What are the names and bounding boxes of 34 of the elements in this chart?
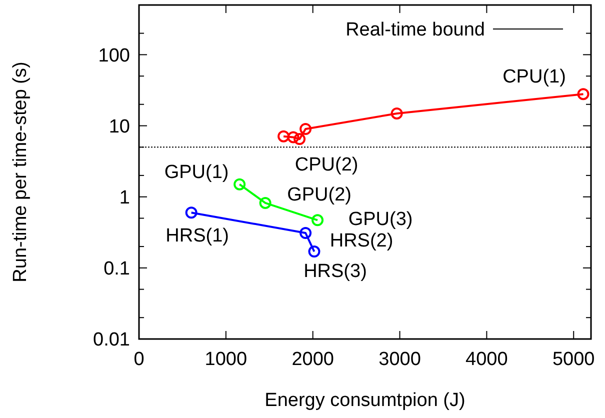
x-tick-label: 3000 [378,349,421,370]
x-tick-label: 2000 [292,349,334,370]
point [278,130,290,142]
y-tick-label: 10 [108,116,130,138]
point [294,133,306,146]
x-tick-label: 0 [134,349,144,370]
annotation: CPU(2) [294,154,358,176]
point [287,131,300,144]
x-tick-label: 1000 [204,349,248,370]
annotation: GPU(1) [164,162,229,183]
x-axis-title: Energy consumtpion (J) [264,390,466,411]
y-tick-label: 1 [119,187,130,208]
y-tick-label: 100 [98,45,130,66]
y-tick-label: 0.01 [93,330,130,351]
annotation: GPU(3) [348,208,413,230]
x-tick-label: 4000 [466,349,508,370]
point [300,226,312,239]
point [390,107,403,120]
x-tick-label: 5000 [552,349,595,370]
y-axis-title: Run-time per time-step (s) [10,62,31,282]
point [234,178,246,190]
annotation: HRS(1) [166,225,229,246]
point [312,214,324,226]
annotation: GPU(2) [287,184,352,206]
point [185,206,198,219]
y-tick-label: 0.1 [104,258,130,280]
legend-label: Real-time bound [346,20,485,41]
point [300,123,312,136]
annotation: HRS(3) [304,261,367,282]
annotation: CPU(1) [502,66,566,88]
annotation: HRS(2) [330,230,394,252]
point [577,88,590,100]
point [308,246,320,258]
point [259,196,272,209]
